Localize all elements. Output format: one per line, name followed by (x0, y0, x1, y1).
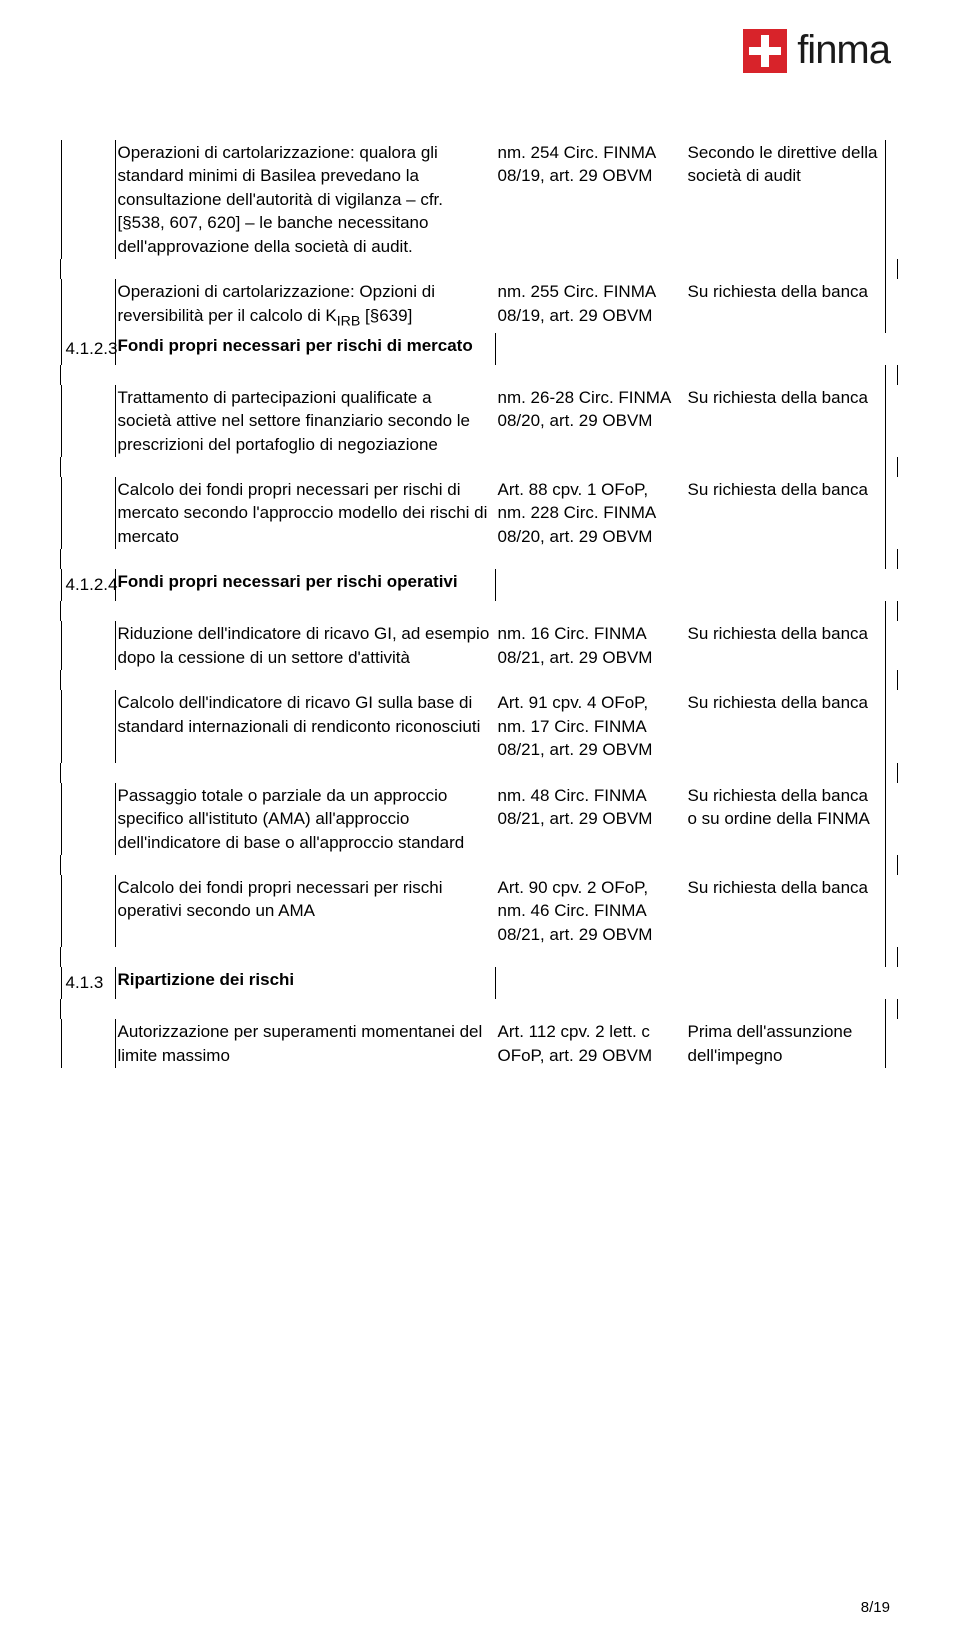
row-reference: Art. 91 cpv. 4 OFoP, nm. 17 Circ. FINMA … (496, 690, 686, 762)
section-header-row: 4.1.2.3 Fondi propri necessari per risch… (61, 333, 886, 365)
row-note: Su richiesta della banca (686, 279, 886, 332)
row-description: Autorizzazione per superamenti momentane… (116, 1019, 496, 1068)
row-reference: nm. 254 Circ. FINMA 08/19, art. 29 OBVM (496, 140, 686, 259)
row-number (61, 1019, 116, 1068)
section-number: 4.1.3 (61, 967, 116, 999)
row-description: Calcolo dei fondi propri necessari per r… (116, 875, 496, 947)
section-title: Fondi propri necessari per rischi operat… (116, 569, 496, 601)
row-note: Su richiesta della banca (686, 690, 886, 762)
row-number (61, 783, 116, 855)
section-number: 4.1.2.4 (61, 569, 116, 601)
row-reference: Art. 90 cpv. 2 OFoP, nm. 46 Circ. FINMA … (496, 875, 686, 947)
section-header-row: 4.1.3 Ripartizione dei rischi (61, 967, 886, 999)
row-reference: nm. 48 Circ. FINMA 08/21, art. 29 OBVM (496, 783, 686, 855)
row-number (61, 477, 116, 549)
regulation-table: Operazioni di cartolarizzazione: qualora… (60, 140, 898, 1068)
table-row: Calcolo dell'indicatore di ricavo GI sul… (61, 690, 886, 762)
table-row: Operazioni di cartolarizzazione: Opzioni… (61, 279, 886, 332)
row-note: Prima dell'assunzione dell'impegno (686, 1019, 886, 1068)
row-number (61, 279, 116, 332)
table-row: Calcolo dei fondi propri necessari per r… (61, 875, 886, 947)
row-note: Su richiesta della banca (686, 621, 886, 670)
logo: finma (743, 28, 890, 73)
page-number: 8/19 (861, 1599, 890, 1616)
table-row: Operazioni di cartolarizzazione: qualora… (61, 140, 886, 259)
row-number (61, 690, 116, 762)
row-description: Calcolo dell'indicatore di ricavo GI sul… (116, 690, 496, 762)
row-note: Secondo le direttive della società di au… (686, 140, 886, 259)
row-reference: Art. 88 cpv. 1 OFoP, nm. 228 Circ. FINMA… (496, 477, 686, 549)
section-number: 4.1.2.3 (61, 333, 116, 365)
row-reference: Art. 112 cpv. 2 lett. c OFoP, art. 29 OB… (496, 1019, 686, 1068)
swiss-cross-icon (743, 29, 787, 73)
row-reference: nm. 255 Circ. FINMA 08/19, art. 29 OBVM (496, 279, 686, 332)
row-note: Su richiesta della banca (686, 477, 886, 549)
row-note: Su richiesta della banca (686, 385, 886, 457)
section-header-row: 4.1.2.4 Fondi propri necessari per risch… (61, 569, 886, 601)
table-row: Trattamento di partecipazioni qualificat… (61, 385, 886, 457)
row-description: Operazioni di cartolarizzazione: qualora… (116, 140, 496, 259)
row-number (61, 875, 116, 947)
section-title: Fondi propri necessari per rischi di mer… (116, 333, 496, 365)
row-reference: nm. 16 Circ. FINMA 08/21, art. 29 OBVM (496, 621, 686, 670)
section-title: Ripartizione dei rischi (116, 967, 496, 999)
row-number (61, 385, 116, 457)
row-number (61, 140, 116, 259)
table-row: Autorizzazione per superamenti momentane… (61, 1019, 886, 1068)
row-description: Trattamento di partecipazioni qualificat… (116, 385, 496, 457)
row-description: Calcolo dei fondi propri necessari per r… (116, 477, 496, 549)
logo-text: finma (797, 28, 890, 73)
row-description: Riduzione dell'indicatore di ricavo GI, … (116, 621, 496, 670)
row-note: Su richiesta della banca o su ordine del… (686, 783, 886, 855)
table-row: Passaggio totale o parziale da un approc… (61, 783, 886, 855)
row-description: Operazioni di cartolarizzazione: Opzioni… (116, 279, 496, 332)
row-number (61, 621, 116, 670)
row-description: Passaggio totale o parziale da un approc… (116, 783, 496, 855)
row-reference: nm. 26-28 Circ. FINMA 08/20, art. 29 OBV… (496, 385, 686, 457)
row-note: Su richiesta della banca (686, 875, 886, 947)
table-row: Riduzione dell'indicatore di ricavo GI, … (61, 621, 886, 670)
table-row: Calcolo dei fondi propri necessari per r… (61, 477, 886, 549)
